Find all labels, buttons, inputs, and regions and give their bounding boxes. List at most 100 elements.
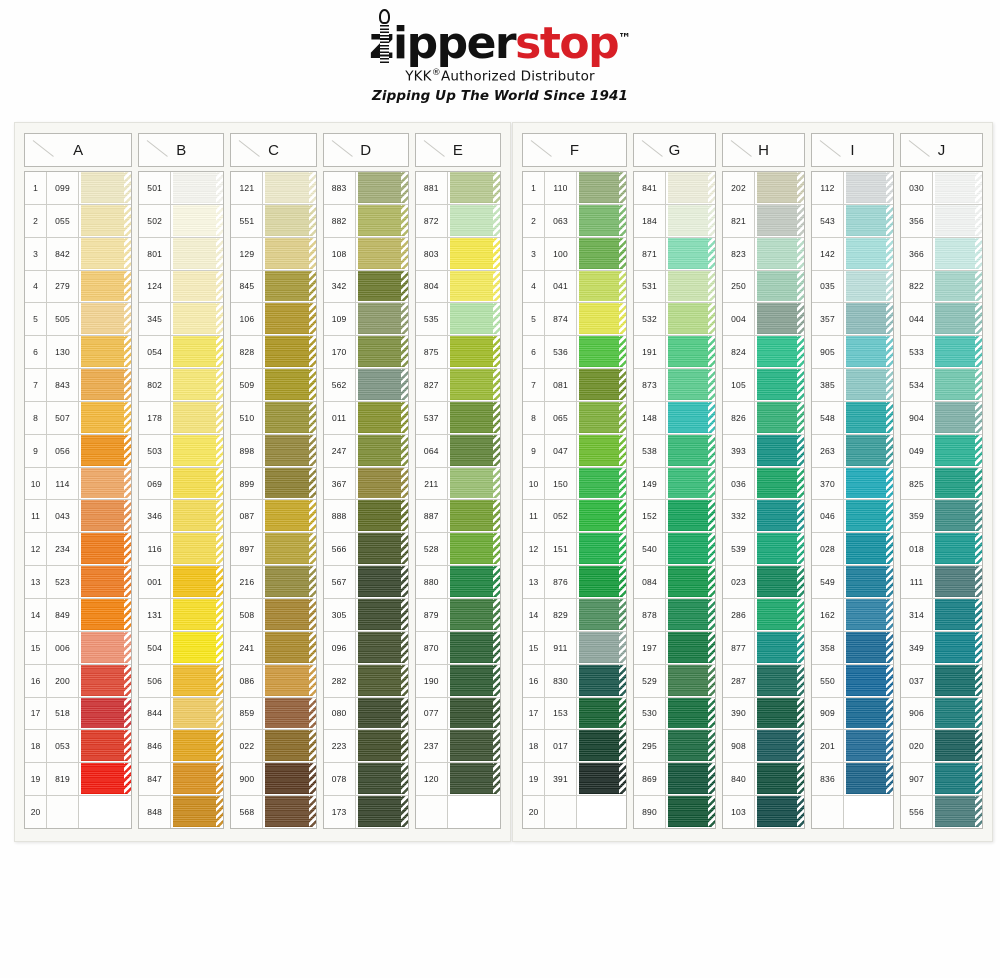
color-swatch[interactable] [447, 401, 501, 434]
color-swatch[interactable] [263, 467, 316, 500]
color-swatch[interactable] [355, 303, 408, 336]
color-swatch[interactable] [666, 664, 715, 697]
color-swatch[interactable] [355, 467, 408, 500]
color-swatch[interactable] [577, 598, 626, 631]
color-swatch[interactable] [666, 434, 715, 467]
color-swatch[interactable] [355, 336, 408, 369]
color-swatch[interactable] [355, 598, 408, 631]
color-swatch[interactable] [355, 172, 408, 204]
color-swatch[interactable] [666, 763, 715, 796]
color-swatch[interactable] [171, 303, 224, 336]
color-swatch[interactable] [171, 467, 224, 500]
color-swatch[interactable] [933, 566, 982, 598]
color-swatch[interactable] [355, 204, 408, 237]
color-swatch[interactable] [263, 598, 316, 631]
color-swatch[interactable] [355, 796, 408, 828]
color-swatch[interactable] [171, 401, 224, 434]
color-swatch[interactable] [263, 500, 316, 533]
color-swatch[interactable] [844, 664, 893, 697]
color-swatch[interactable] [355, 500, 408, 533]
color-swatch[interactable] [933, 730, 982, 763]
color-swatch[interactable] [666, 270, 715, 303]
color-swatch[interactable] [933, 369, 982, 401]
color-swatch[interactable] [577, 434, 626, 467]
color-swatch[interactable] [755, 204, 804, 237]
color-swatch[interactable] [755, 336, 804, 369]
color-swatch[interactable] [755, 730, 804, 763]
color-swatch[interactable] [263, 533, 316, 566]
color-swatch[interactable] [447, 434, 501, 467]
color-swatch[interactable] [933, 664, 982, 697]
color-swatch[interactable] [844, 730, 893, 763]
color-swatch[interactable] [666, 566, 715, 598]
color-swatch[interactable] [755, 500, 804, 533]
color-swatch[interactable] [263, 401, 316, 434]
color-swatch[interactable] [844, 598, 893, 631]
color-swatch[interactable] [933, 598, 982, 631]
color-swatch[interactable] [755, 270, 804, 303]
color-swatch[interactable] [755, 401, 804, 434]
color-swatch[interactable] [447, 172, 501, 204]
color-swatch[interactable] [171, 172, 224, 204]
color-swatch[interactable] [79, 533, 132, 566]
color-swatch[interactable] [844, 533, 893, 566]
color-swatch[interactable] [844, 697, 893, 730]
color-swatch[interactable] [755, 303, 804, 336]
color-swatch[interactable] [447, 369, 501, 401]
color-swatch[interactable] [666, 237, 715, 270]
color-swatch[interactable] [933, 303, 982, 336]
color-swatch[interactable] [577, 631, 626, 664]
color-swatch[interactable] [447, 204, 501, 237]
color-swatch[interactable] [79, 303, 132, 336]
color-swatch[interactable] [263, 697, 316, 730]
color-swatch[interactable] [844, 369, 893, 401]
color-swatch[interactable] [755, 664, 804, 697]
color-swatch[interactable] [263, 172, 316, 204]
color-swatch[interactable] [79, 664, 132, 697]
color-swatch[interactable] [447, 303, 501, 336]
color-swatch[interactable] [666, 796, 715, 828]
color-swatch[interactable] [263, 730, 316, 763]
color-swatch[interactable] [79, 500, 132, 533]
color-swatch[interactable] [171, 336, 224, 369]
color-swatch[interactable] [171, 664, 224, 697]
color-swatch[interactable] [933, 796, 982, 828]
color-swatch[interactable] [577, 172, 626, 204]
color-swatch[interactable] [666, 697, 715, 730]
color-swatch[interactable] [355, 664, 408, 697]
color-swatch[interactable] [755, 533, 804, 566]
color-swatch[interactable] [79, 369, 132, 401]
color-swatch[interactable] [577, 336, 626, 369]
color-swatch[interactable] [263, 631, 316, 664]
color-swatch[interactable] [79, 631, 132, 664]
color-swatch[interactable] [844, 566, 893, 598]
color-swatch[interactable] [447, 533, 501, 566]
color-swatch[interactable] [666, 204, 715, 237]
color-swatch[interactable] [755, 369, 804, 401]
color-swatch[interactable] [447, 763, 501, 796]
color-swatch[interactable] [755, 237, 804, 270]
color-swatch[interactable] [933, 533, 982, 566]
color-swatch[interactable] [447, 237, 501, 270]
color-swatch[interactable] [577, 664, 626, 697]
color-swatch[interactable] [933, 336, 982, 369]
color-swatch[interactable] [79, 598, 132, 631]
color-swatch[interactable] [844, 303, 893, 336]
color-swatch[interactable] [171, 631, 224, 664]
color-swatch[interactable] [666, 533, 715, 566]
color-swatch[interactable] [447, 631, 501, 664]
color-swatch[interactable] [355, 434, 408, 467]
color-swatch[interactable] [577, 697, 626, 730]
color-swatch[interactable] [933, 434, 982, 467]
color-swatch[interactable] [577, 467, 626, 500]
color-swatch[interactable] [933, 500, 982, 533]
color-swatch[interactable] [666, 500, 715, 533]
color-swatch[interactable] [171, 500, 224, 533]
color-swatch[interactable] [666, 336, 715, 369]
color-swatch[interactable] [171, 204, 224, 237]
color-swatch[interactable] [79, 172, 132, 204]
color-swatch[interactable] [79, 204, 132, 237]
color-swatch[interactable] [844, 172, 893, 204]
color-swatch[interactable] [263, 369, 316, 401]
color-swatch[interactable] [933, 631, 982, 664]
